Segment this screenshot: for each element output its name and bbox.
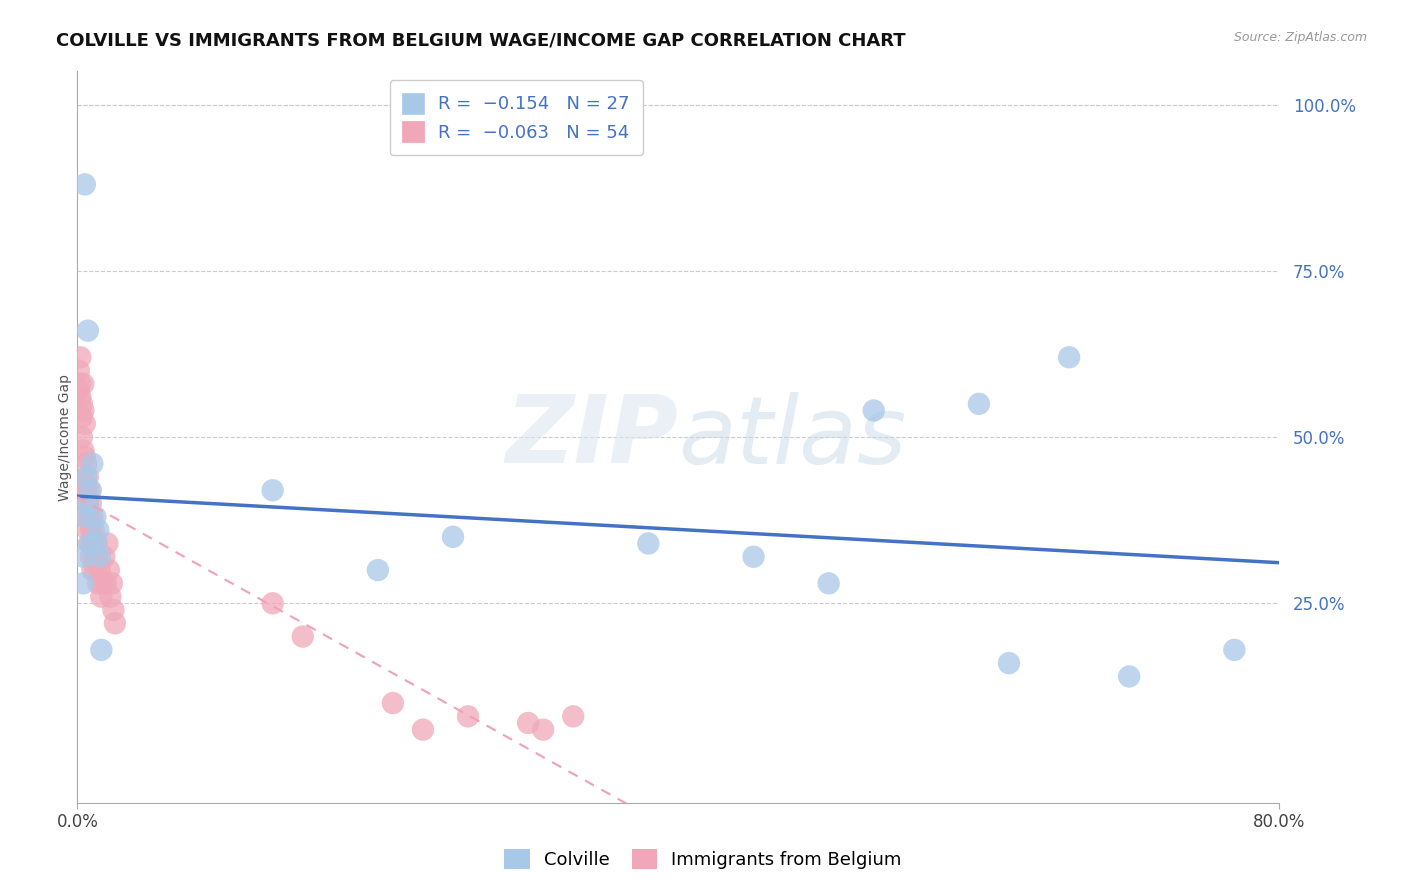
Point [72, 443, 94, 458]
Point [262, 596, 284, 610]
Point [94, 576, 117, 591]
Point [82, 536, 104, 550]
Point [69, 376, 91, 391]
Legend: Colville, Immigrants from Belgium: Colville, Immigrants from Belgium [495, 839, 911, 879]
Text: COLVILLE VS IMMIGRANTS FROM BELGIUM WAGE/INCOME GAP CORRELATION CHART: COLVILLE VS IMMIGRANTS FROM BELGIUM WAGE… [56, 31, 905, 49]
Point [73, 178, 96, 192]
Point [73, 476, 96, 491]
Point [381, 696, 404, 710]
Point [101, 576, 124, 591]
Point [79, 483, 101, 498]
Point [80, 549, 103, 564]
Point [97, 563, 120, 577]
Text: ZIP: ZIP [506, 391, 679, 483]
Point [82, 563, 104, 577]
Point [93, 549, 115, 564]
Point [90, 590, 112, 604]
Point [862, 403, 884, 417]
Point [84, 509, 107, 524]
Text: atlas: atlas [679, 392, 907, 483]
Point [80, 483, 103, 498]
Point [75, 483, 97, 498]
Point [69, 351, 91, 365]
Point [367, 563, 389, 577]
Point [76, 470, 98, 484]
Point [412, 723, 434, 737]
Point [291, 630, 314, 644]
Point [82, 457, 104, 471]
Point [87, 576, 110, 591]
Point [75, 470, 97, 484]
Point [100, 590, 122, 604]
Point [72, 549, 94, 564]
Point [89, 549, 111, 564]
Point [84, 563, 107, 577]
Point [75, 509, 97, 524]
Text: Source: ZipAtlas.com: Source: ZipAtlas.com [1233, 31, 1367, 45]
Point [817, 576, 839, 591]
Y-axis label: Wage/Income Gap: Wage/Income Gap [58, 374, 72, 500]
Point [76, 497, 98, 511]
Point [1223, 643, 1246, 657]
Point [1118, 669, 1140, 683]
Point [72, 403, 94, 417]
Point [72, 376, 94, 391]
Point [562, 709, 585, 723]
Point [86, 536, 108, 550]
Point [83, 523, 105, 537]
Point [89, 563, 111, 577]
Point [73, 417, 96, 431]
Point [91, 576, 114, 591]
Point [84, 536, 107, 550]
Point [79, 509, 101, 524]
Point [76, 324, 98, 338]
Point [70, 397, 93, 411]
Point [742, 549, 765, 564]
Point [72, 576, 94, 591]
Point [76, 497, 98, 511]
Point [67, 363, 90, 377]
Point [967, 397, 990, 411]
Point [76, 523, 98, 537]
Point [79, 536, 101, 550]
Point [90, 643, 112, 657]
Point [67, 384, 90, 398]
Point [83, 549, 105, 564]
Point [531, 723, 554, 737]
Point [79, 536, 101, 550]
Point [103, 603, 125, 617]
Point [82, 509, 104, 524]
Point [69, 390, 91, 404]
Point [73, 509, 96, 524]
Point [637, 536, 659, 550]
Point [998, 656, 1021, 670]
Point [1057, 351, 1080, 365]
Point [75, 457, 97, 471]
Point [96, 536, 118, 550]
Point [70, 410, 93, 425]
Point [262, 483, 284, 498]
Legend: R =  −0.154   N = 27, R =  −0.063   N = 54: R = −0.154 N = 27, R = −0.063 N = 54 [389, 80, 643, 154]
Point [457, 709, 479, 723]
Point [70, 430, 93, 444]
Point [441, 530, 464, 544]
Point [73, 450, 96, 464]
Point [80, 523, 103, 537]
Point [87, 523, 110, 537]
Point [104, 616, 127, 631]
Point [86, 549, 108, 564]
Point [80, 497, 103, 511]
Point [517, 716, 540, 731]
